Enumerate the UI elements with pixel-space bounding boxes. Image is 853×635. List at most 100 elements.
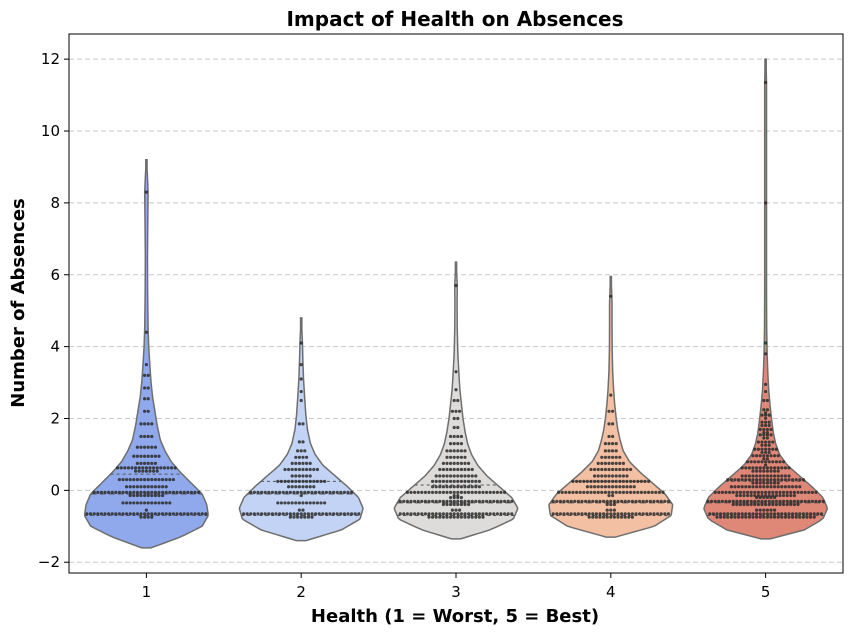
swarm-point	[463, 499, 467, 503]
swarm-point	[139, 490, 143, 494]
swarm-point	[785, 499, 789, 503]
swarm-point	[749, 493, 753, 498]
x-axis-label: Health (1 = Worst, 5 = Best)	[311, 606, 599, 627]
swarm-point	[405, 499, 409, 503]
swarm-point	[189, 490, 193, 494]
swarm-point	[438, 512, 442, 516]
swarm-point	[459, 495, 463, 500]
swarm-point	[168, 477, 172, 482]
swarm-point	[459, 490, 463, 494]
swarm-point	[765, 431, 770, 435]
swarm-point	[144, 469, 148, 473]
swarm-point	[767, 502, 771, 507]
swarm-point	[144, 362, 148, 367]
swarm-point	[481, 490, 485, 494]
swarm-point	[571, 479, 575, 483]
swarm-point	[431, 479, 435, 483]
swarm-point	[146, 386, 150, 390]
swarm-point	[756, 440, 761, 444]
swarm-point	[614, 449, 618, 453]
swarm-point	[342, 512, 346, 516]
swarm-point	[659, 512, 663, 516]
swarm-point	[776, 454, 780, 458]
swarm-point	[125, 477, 129, 482]
swarm-point	[648, 499, 653, 503]
swarm-point	[463, 467, 467, 472]
swarm-point	[441, 474, 445, 478]
swarm-point	[297, 440, 301, 444]
swarm-point	[764, 443, 768, 447]
swarm-point	[740, 466, 744, 470]
swarm-point	[459, 461, 463, 465]
swarm-point	[814, 499, 818, 503]
swarm-point	[575, 490, 579, 494]
swarm-point	[150, 461, 154, 465]
swarm-point	[303, 512, 307, 516]
swarm-point	[485, 490, 489, 494]
swarm-point	[445, 467, 449, 472]
swarm-point	[758, 515, 762, 519]
swarm-point	[171, 477, 175, 482]
swarm-point	[141, 469, 145, 473]
swarm-point	[765, 433, 770, 437]
swarm-point	[764, 80, 768, 85]
swarm-point	[771, 493, 775, 498]
swarm-point	[305, 474, 309, 478]
swarm-point	[769, 485, 773, 489]
swarm-point	[796, 490, 800, 494]
swarm-point	[274, 490, 278, 494]
swarm-point	[485, 499, 489, 503]
swarm-point	[445, 461, 449, 465]
swarm-point	[456, 449, 460, 453]
swarm-point	[299, 449, 303, 453]
swarm-point	[449, 449, 453, 453]
swarm-point	[589, 479, 593, 483]
swarm-point	[616, 499, 620, 503]
swarm-point	[585, 485, 590, 489]
swarm-point	[611, 485, 615, 489]
swarm-point	[135, 454, 139, 458]
swarm-point	[452, 490, 456, 494]
swarm-point	[434, 499, 438, 503]
swarm-point	[551, 512, 555, 516]
swarm-point	[474, 474, 478, 478]
swarm-point	[96, 512, 100, 516]
swarm-point	[420, 490, 424, 494]
swarm-point	[627, 515, 631, 519]
swarm-point	[762, 478, 766, 482]
swarm-point	[458, 508, 462, 512]
swarm-point	[459, 467, 463, 472]
swarm-point	[762, 485, 766, 489]
swarm-point	[150, 477, 154, 482]
swarm-point	[409, 499, 413, 503]
swarm-point	[456, 493, 460, 498]
swarm-point	[454, 508, 458, 512]
swarm-point	[648, 512, 653, 516]
swarm-point	[809, 515, 813, 519]
swarm-point	[449, 512, 453, 516]
swarm-point	[139, 477, 143, 482]
swarm-point	[560, 490, 564, 494]
swarm-point	[764, 460, 768, 464]
swarm-point	[143, 454, 147, 458]
swarm-point	[301, 461, 305, 465]
swarm-point	[731, 502, 735, 507]
swarm-point	[143, 477, 147, 482]
swarm-point	[449, 485, 453, 489]
swarm-point	[308, 461, 312, 465]
swarm-point	[135, 477, 139, 482]
swarm-point	[263, 512, 267, 516]
swarm-point	[783, 474, 788, 478]
swarm-point	[742, 493, 746, 498]
swarm-point	[128, 490, 132, 494]
swarm-point	[749, 490, 753, 494]
swarm-point	[157, 477, 161, 482]
swarm-point	[328, 490, 332, 494]
swarm-point	[150, 454, 154, 458]
swarm-point	[467, 474, 471, 478]
swarm-point	[652, 499, 656, 503]
swarm-point	[456, 461, 460, 465]
swarm-point	[715, 512, 719, 516]
swarm-point	[596, 479, 600, 483]
